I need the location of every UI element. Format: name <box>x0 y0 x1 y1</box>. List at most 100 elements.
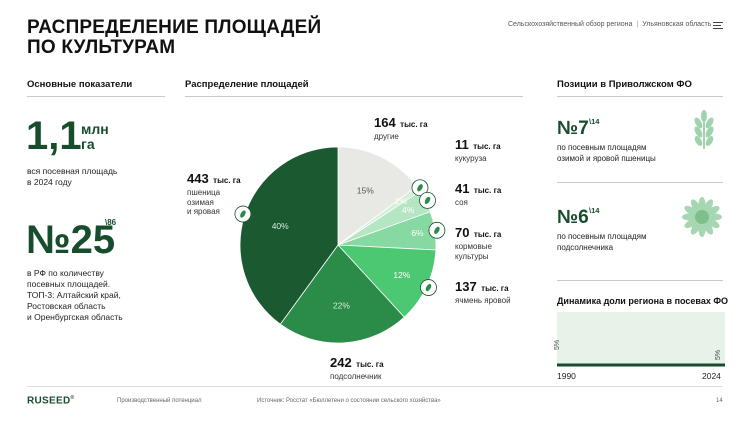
wheat-icon <box>694 110 714 149</box>
sunflower-rank-value: №6 <box>557 207 589 228</box>
pie-label-fodder-name-line-2: культуры <box>455 251 489 261</box>
pie-label-unit: тыс. га <box>356 360 384 369</box>
section-heading-main-indicators: Основные показатели <box>27 79 133 90</box>
dynamics-chart <box>557 312 725 367</box>
corn-icon <box>411 179 429 197</box>
pie-label-other: 164 тыс. га другие <box>374 114 428 142</box>
sunflower-icon <box>682 197 722 237</box>
pie-label-soy-name: соя <box>455 198 468 207</box>
footer-divider <box>27 386 723 387</box>
breadcrumb-part-1[interactable]: Сельскохозяйственный обзор региона <box>508 21 633 28</box>
dynamics-area <box>557 312 725 366</box>
pie-label-sunflower-value: 242 <box>330 355 352 370</box>
footer-source: Источник: Росстат «Бюллетени о состоянии… <box>257 398 441 404</box>
pie-label-corn-value: 11 <box>455 137 469 152</box>
sunflower-rank-desc-line-2: подсолнечника <box>557 242 614 252</box>
dynamics-start-value: 5% <box>554 339 561 350</box>
pie-label-sunflower: 242 тыс. га подсолнечник <box>330 354 384 382</box>
breadcrumb-separator: | <box>636 21 639 28</box>
total-area-value: 1,1 <box>26 114 82 158</box>
divider <box>185 96 523 97</box>
pie-percent-label-5: 22% <box>333 301 350 311</box>
pie-percent-label-2: 4% <box>402 205 415 215</box>
sunflower-rank-description: по посевным площадям подсолнечника <box>557 232 646 253</box>
pie-slice-5 <box>279 244 405 344</box>
pie-percent-label-0: 15% <box>357 186 374 196</box>
section-heading-distribution: Распределение площадей <box>185 79 309 90</box>
sunflower-rank-total: \14 <box>589 206 600 215</box>
pie-label-unit: тыс. га <box>473 186 502 195</box>
national-rank-description: в РФ по количеству посевных площадей. ТО… <box>27 268 123 323</box>
divider <box>557 280 723 281</box>
logo-registered-mark: ® <box>70 395 75 401</box>
fodder-icon <box>428 221 446 239</box>
rank-desc-line-2: посевных площадей. <box>27 279 111 289</box>
soy-icon <box>419 192 436 209</box>
total-area-unit-line-2: га <box>81 136 95 152</box>
pie-label-corn: 11 тыс. га кукуруза <box>455 136 501 164</box>
barley-icon <box>420 279 437 296</box>
pie-label-wheat-name-line-1: пшеница <box>187 188 221 197</box>
wheat-slice-icon <box>234 205 252 223</box>
pie-label-corn-name: кукуруза <box>455 154 487 163</box>
page-number: 14 <box>716 398 723 404</box>
wheat-rank-desc-line-1: по посевным площадям <box>557 143 647 152</box>
total-area-description: вся посевная площадь в 2024 году <box>27 166 117 188</box>
pie-label-soy-value: 41 <box>455 181 470 196</box>
divider <box>27 96 165 97</box>
total-area-description-line-1: вся посевная площадь <box>27 166 118 176</box>
dynamics-heading: Динамика доли региона в посевах ФО <box>557 296 729 306</box>
pie-label-wheat: 443 тыс. га пшеница озимая и яровая <box>187 170 241 217</box>
pie-label-fodder-name-line-1: кормовые <box>455 242 492 251</box>
page-title-line-1: РАСПРЕДЕЛЕНИЕ ПЛОЩАДЕЙ <box>27 17 322 38</box>
rank-desc-line-1: в РФ по количеству <box>27 268 104 278</box>
pie-label-unit: тыс. га <box>400 120 428 129</box>
pie-label-wheat-name-line-2: озимая <box>187 197 214 207</box>
divider <box>557 96 723 97</box>
logo-text: RUSEED <box>27 395 71 407</box>
national-rank-total: \86 <box>105 218 117 227</box>
pie-percent-label-4: 12% <box>393 270 410 280</box>
pie-label-barley-value: 137 <box>455 279 477 294</box>
ruseed-logo[interactable]: RUSEED® <box>27 395 74 406</box>
pie-label-barley: 137 тыс. га ячмень яровой <box>455 278 511 306</box>
pie-label-wheat-name-line-3: и яровая <box>187 207 220 216</box>
pie-label-soy: 41 тыс. га соя <box>455 180 501 208</box>
pie-label-barley-name: ячмень яровой <box>455 296 511 305</box>
pie-label-wheat-value: 443 <box>187 171 209 186</box>
national-rank-value: №25 <box>26 218 116 262</box>
wheat-rank-total: \14 <box>589 117 600 126</box>
page-title: РАСПРЕДЕЛЕНИЕ ПЛОЩАДЕЙ ПО КУЛЬТУРАМ <box>27 18 347 58</box>
pie-slice-0 <box>337 146 418 246</box>
total-area-description-line-2: в 2024 году <box>27 177 72 187</box>
pie-label-unit: тыс. га <box>473 230 502 239</box>
footer-section: Производственный потенциал <box>117 398 202 404</box>
pie-label-fodder-value: 70 <box>455 225 470 240</box>
pie-label-unit: тыс. га <box>473 142 501 151</box>
dynamics-start-year: 1990 <box>557 371 576 381</box>
rank-desc-line-5: и Оренбургская область <box>27 312 123 322</box>
dynamics-end-value: 5% <box>715 349 722 360</box>
pie-label-unit: тыс. га <box>213 176 241 185</box>
wheat-rank-value: №7 <box>557 118 589 139</box>
wheat-rank-desc-line-2: озимой и яровой пшеницы <box>557 153 656 163</box>
dynamics-end-year: 2024 <box>702 371 721 381</box>
sunflower-rank-desc-line-1: по посевным площадям <box>557 232 647 241</box>
breadcrumb: Сельскохозяйственный обзор региона | Ульян… <box>508 21 711 28</box>
total-area-unit-line-1: млн <box>81 121 109 137</box>
menu-icon[interactable] <box>713 22 723 30</box>
pie-label-sunflower-name: подсолнечник <box>330 372 382 381</box>
pie-label-other-name: другие <box>374 132 399 141</box>
breadcrumb-part-2[interactable]: Ульяновская область <box>642 21 712 28</box>
pie-percent-label-1: 1% <box>395 196 408 206</box>
pie-label-unit: тыс. га <box>481 284 509 293</box>
section-heading-volga-positions: Позиции в Приволжском ФО <box>557 79 692 90</box>
pie-percent-label-3: 6% <box>411 228 424 238</box>
rank-desc-line-3: ТОП-3: Алтайский край, <box>27 290 121 300</box>
pie-label-fodder: 70 тыс. га кормовые культуры <box>455 224 501 261</box>
pie-percent-label-6: 40% <box>272 221 289 231</box>
wheat-rank-description: по посевным площадям озимой и яровой пше… <box>557 143 656 164</box>
rank-desc-line-4: Ростовская область <box>27 301 106 311</box>
pie-label-other-value: 164 <box>374 115 396 130</box>
divider <box>557 182 723 183</box>
